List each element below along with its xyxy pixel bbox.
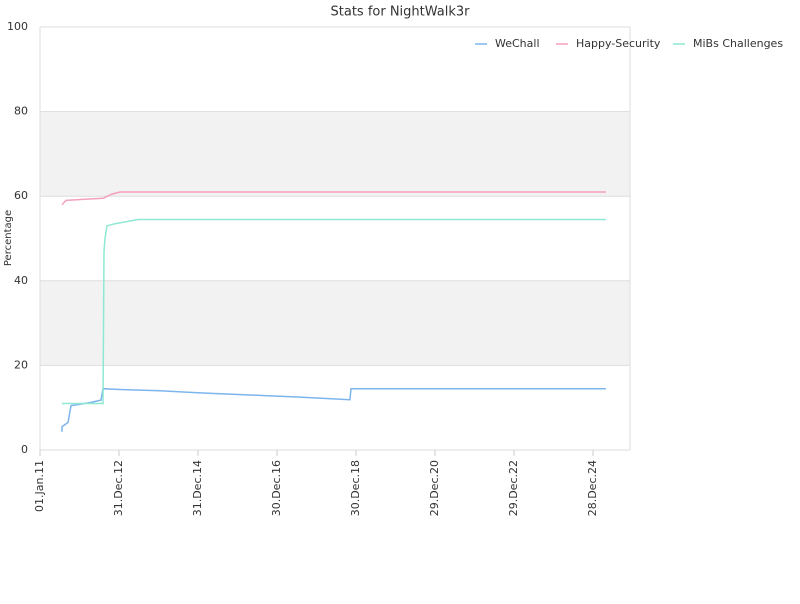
x-tick-label: 28.Dec.24 [586, 460, 599, 516]
y-tick-label: 100 [7, 20, 28, 33]
plot-band [40, 280, 630, 366]
legend-item: Happy-Security [556, 37, 661, 50]
y-axis-label: Percentage [3, 210, 14, 266]
x-tick-label: 29.Dec.20 [428, 460, 441, 516]
series-line [61, 387, 606, 432]
y-tick-label: 80 [14, 105, 28, 118]
legend-label: Happy-Security [576, 37, 661, 50]
y-tick-label: 20 [14, 358, 28, 371]
y-tick-label: 40 [14, 274, 28, 287]
legend-item: WeChall [475, 37, 540, 50]
legend-item: MiBs Challenges [673, 37, 783, 50]
legend-label: MiBs Challenges [693, 37, 783, 50]
x-tick-label: 30.Dec.16 [270, 460, 283, 516]
x-tick-label: 29.Dec.22 [507, 460, 520, 516]
x-tick-label: 31.Dec.12 [112, 460, 125, 516]
chart-title: Stats for NightWalk3r [331, 5, 471, 20]
legend-label: WeChall [495, 37, 540, 50]
plot-band [40, 111, 630, 197]
x-tick-label: 01.Jan.11 [33, 460, 46, 512]
x-tick-label: 30.Dec.18 [349, 460, 362, 516]
x-tick-label: 31.Dec.14 [191, 460, 204, 516]
series-line [62, 218, 606, 405]
y-tick-label: 0 [21, 443, 28, 456]
y-tick-label: 60 [14, 189, 28, 202]
series-line [61, 191, 606, 206]
